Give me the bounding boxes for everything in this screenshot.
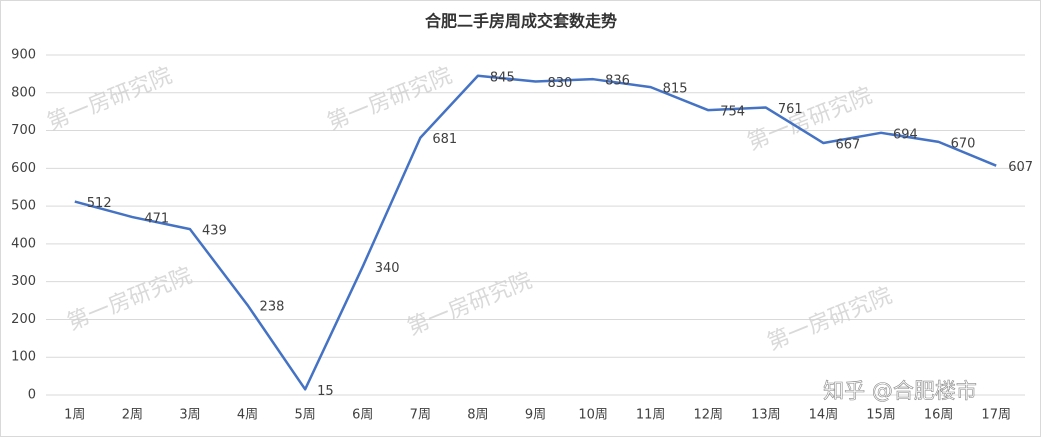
- y-tick-label: 300: [11, 274, 36, 289]
- y-tick-label: 100: [11, 350, 36, 365]
- y-tick-label: 200: [11, 312, 36, 327]
- y-tick-label: 800: [11, 85, 36, 100]
- data-label: 681: [432, 132, 457, 147]
- data-label: 15: [317, 384, 334, 399]
- data-label: 754: [720, 105, 745, 120]
- data-label: 238: [260, 300, 285, 315]
- x-tick-label: 10周: [578, 408, 608, 423]
- x-tick-label: 2周: [122, 408, 143, 423]
- x-tick-label: 6周: [352, 408, 373, 423]
- data-label: 607: [1008, 160, 1033, 175]
- data-label: 836: [605, 74, 630, 89]
- data-label: 830: [548, 76, 573, 91]
- x-tick-label: 1周: [64, 408, 85, 423]
- y-tick-label: 600: [11, 161, 36, 176]
- x-tick-label: 14周: [809, 408, 839, 423]
- data-label: 667: [835, 138, 860, 153]
- x-tick-label: 15周: [866, 408, 896, 423]
- y-tick-label: 500: [11, 199, 36, 214]
- data-label: 512: [87, 196, 112, 211]
- x-tick-label: 13周: [751, 408, 781, 423]
- y-tick-label: 0: [28, 388, 36, 403]
- y-tick-label: 700: [11, 123, 36, 138]
- x-tick-label: 7周: [410, 408, 431, 423]
- data-label: 670: [951, 136, 976, 151]
- data-label: 694: [893, 127, 918, 142]
- source-watermark: 知乎 @合肥楼市: [823, 379, 977, 403]
- data-label: 815: [663, 82, 688, 97]
- data-label: 761: [778, 102, 803, 117]
- x-tick-label: 16周: [924, 408, 954, 423]
- x-tick-label: 11周: [636, 408, 666, 423]
- x-tick-label: 9周: [525, 408, 546, 423]
- data-label: 471: [144, 212, 169, 227]
- x-tick-label: 3周: [179, 408, 200, 423]
- y-tick-label: 900: [11, 48, 36, 63]
- data-label: 845: [490, 70, 515, 85]
- data-label: 340: [375, 261, 400, 276]
- line: [74, 74, 997, 391]
- x-tick-label: 12周: [693, 408, 723, 423]
- x-tick-label: 4周: [237, 408, 258, 423]
- data-label: 439: [202, 224, 227, 239]
- x-tick-label: 8周: [467, 408, 488, 423]
- y-tick-label: 400: [11, 236, 36, 251]
- chart-title: 合肥二手房周成交套数走势: [425, 12, 617, 31]
- x-tick-label: 17周: [981, 408, 1011, 423]
- x-tick-label: 5周: [295, 408, 316, 423]
